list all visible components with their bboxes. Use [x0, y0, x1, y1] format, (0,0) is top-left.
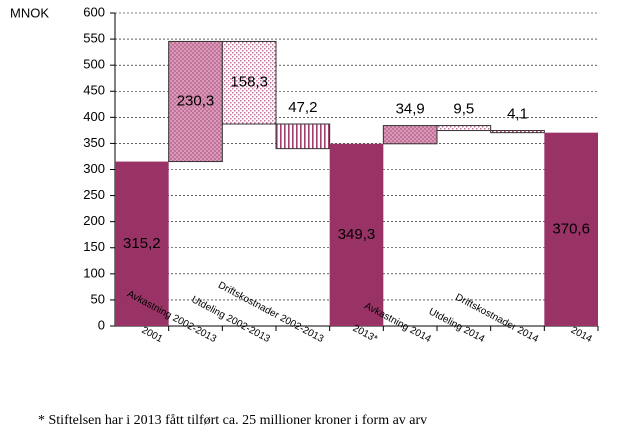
bar — [275, 123, 331, 150]
y-tick-label: 300 — [83, 161, 105, 176]
y-tick-label: 550 — [83, 31, 105, 46]
y-tick-label: 600 — [83, 4, 105, 19]
y-tick-label: 250 — [83, 187, 105, 202]
y-tick-label: 150 — [83, 239, 105, 254]
value-label: 158,3 — [230, 74, 268, 91]
bar — [168, 40, 223, 163]
y-tick-label: 50 — [91, 291, 105, 306]
bar — [221, 40, 277, 125]
value-label: 34,9 — [396, 101, 425, 118]
value-label: 370,6 — [552, 220, 590, 237]
bar — [329, 143, 384, 326]
value-label: 230,3 — [177, 92, 215, 109]
bar — [382, 125, 438, 145]
value-label: 47,2 — [288, 99, 317, 116]
y-tick-label: 0 — [98, 317, 105, 332]
x-tick-label: 2001 — [140, 325, 165, 345]
value-label: 349,3 — [338, 226, 376, 243]
y-tick-label: 100 — [83, 265, 105, 280]
x-tick-label: 2014 — [569, 325, 594, 345]
value-label: 9,5 — [453, 101, 474, 118]
y-tick-label: 350 — [83, 135, 105, 150]
footnote: * Stiftelsen har i 2013 fått tilført ca.… — [38, 413, 427, 428]
value-label: 315,2 — [123, 235, 161, 252]
y-tick-label: 200 — [83, 213, 105, 228]
bar — [115, 161, 169, 326]
y-tick-label: 400 — [83, 109, 105, 124]
value-label: 4,1 — [507, 106, 528, 123]
y-tick-label: 500 — [83, 57, 105, 72]
y-tick-label: 450 — [83, 83, 105, 98]
bar — [490, 130, 545, 134]
bar — [544, 132, 598, 326]
bar — [436, 125, 492, 132]
y-axis-label: MNOK — [10, 5, 49, 20]
